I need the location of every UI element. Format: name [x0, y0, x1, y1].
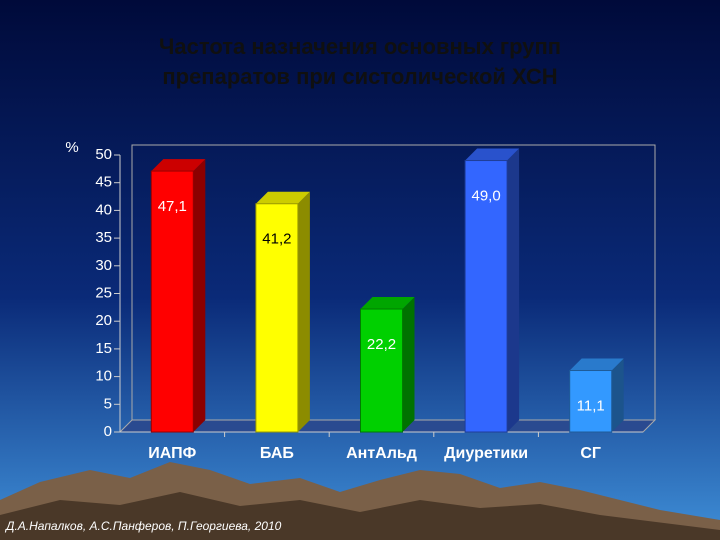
x-tick-label: СГ	[580, 445, 601, 462]
bar	[569, 370, 613, 433]
x-tick-label: Диуретики	[444, 445, 528, 462]
bar-top	[360, 297, 415, 310]
y-tick-label: 20	[95, 312, 112, 329]
value-label: 11,1	[577, 397, 605, 414]
bar	[255, 203, 299, 433]
y-tick-label: 0	[104, 423, 112, 440]
value-label: 49,0	[471, 188, 500, 205]
bar-side	[507, 148, 520, 433]
bar	[464, 160, 508, 433]
value-label: 41,2	[262, 231, 291, 248]
y-tick-label: 10	[95, 368, 112, 385]
footer: Д.А.Напалков, А.С.Панферов, П.Георгиева,…	[4, 519, 282, 533]
title-line: Частота назначения основных групп	[159, 34, 561, 59]
mountains-front	[0, 492, 720, 540]
y-tick-label: 15	[95, 340, 112, 357]
bar-side	[297, 191, 310, 432]
bar-side	[402, 297, 415, 432]
y-tick-label: 5	[104, 395, 112, 412]
x-tick-label: АнтАльд	[346, 445, 417, 462]
y-tick-label: 25	[95, 284, 112, 301]
plot: 0 5 10 15 20 25 30 35 40 45 50 ИАПФ 47,1 БАБ 41,2 АнтАл…	[95, 144, 657, 462]
bar-top	[569, 358, 624, 371]
x-tick-label: ИАПФ	[148, 445, 196, 462]
bar-side	[193, 159, 206, 433]
x-tick-label: БАБ	[260, 445, 294, 462]
y-axis-label: %	[65, 139, 78, 156]
y-tick-label: 30	[95, 257, 112, 274]
bar	[150, 170, 194, 433]
value-label: 47,1	[158, 198, 187, 215]
bar-side	[611, 358, 624, 432]
value-label: 22,2	[367, 336, 396, 353]
bar	[360, 308, 403, 433]
bar-top	[151, 159, 206, 172]
plot-frame	[131, 144, 656, 420]
y-tick-label: 35	[95, 229, 112, 246]
y-tick-label: 50	[95, 146, 112, 163]
y-tick-label: 40	[95, 201, 112, 218]
bar-top	[465, 148, 520, 161]
bar-top	[255, 191, 310, 204]
title-line: препаратов при систолической ХСН	[162, 64, 557, 89]
y-tick-label: 45	[95, 174, 112, 191]
